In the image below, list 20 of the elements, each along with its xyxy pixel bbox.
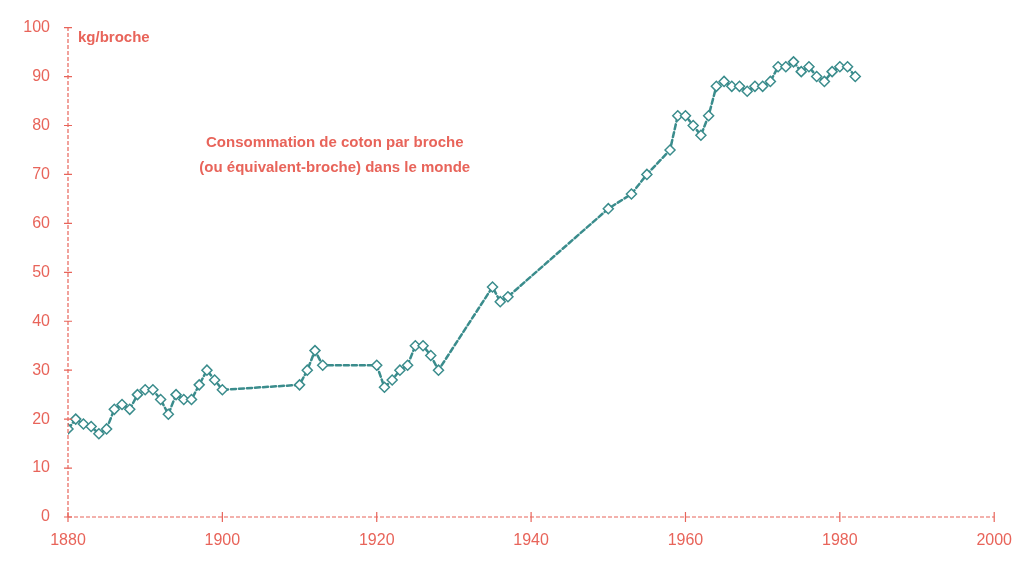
y-tick-label: 50: [32, 262, 51, 280]
y-tick-label: 20: [32, 409, 51, 427]
y-tick-label: 30: [32, 360, 51, 378]
y-tick-label: 80: [32, 115, 51, 133]
y-tick-label: 0: [41, 507, 51, 525]
x-tick-label: 1960: [667, 531, 704, 549]
x-tick-label: 2000: [976, 531, 1013, 549]
y-tick-label: 100: [23, 18, 51, 36]
y-tick-label: 10: [32, 458, 51, 476]
y-axis-title: kg/broche: [78, 27, 150, 45]
x-tick-label: 1980: [822, 531, 858, 549]
x-tick-label: 1920: [358, 531, 395, 549]
text: Consommation de coton par broche (ou équivalent-broche) dans le monde: [199, 132, 471, 175]
y-tick-label: 60: [32, 213, 51, 231]
y-tick-label: 70: [32, 164, 51, 182]
y-tick-label: 40: [32, 311, 51, 329]
y-tick-label: 90: [32, 66, 51, 84]
x-tick-label: 1940: [513, 531, 549, 549]
x-tick-label: 1880: [50, 531, 86, 549]
x-tick-label: 1900: [204, 531, 241, 549]
